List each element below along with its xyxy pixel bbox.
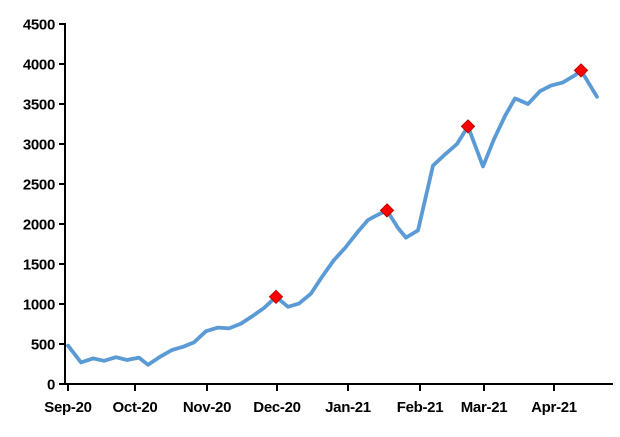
y-tick-label: 1500 [23,257,55,274]
x-tick-label: Oct-20 [113,399,158,416]
y-tick-label: 1000 [23,297,55,314]
y-tick-label: 3500 [23,97,55,114]
diamond-marker [460,119,476,134]
x-tick-label: Sep-20 [44,399,91,416]
diamond-marker [573,63,589,78]
x-tick-label: Nov-20 [183,399,231,416]
diamond-marker [379,203,395,218]
diamond-marker [268,289,284,305]
y-tick-label: 2000 [23,217,55,234]
y-tick-label: 3000 [23,137,55,154]
axes [64,23,613,385]
x-tick-label: Mar-21 [461,399,508,416]
x-tick-label: Apr-21 [531,399,577,416]
y-tick-label: 4000 [23,57,55,74]
y-tick-label: 500 [31,337,55,354]
y-tick-label: 0 [47,377,55,394]
y-tick-label: 2500 [23,177,55,194]
y-tick-label: 4500 [23,17,55,34]
x-tick-label: Jan-21 [325,399,371,416]
x-tick-label: Dec-20 [253,399,300,416]
x-tick-label: Feb-21 [397,399,444,416]
series-line [66,68,599,367]
